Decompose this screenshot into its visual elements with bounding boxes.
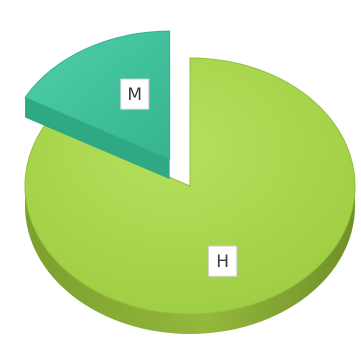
- slice-label-text: H: [216, 252, 229, 272]
- slice-h: [24, 57, 356, 334]
- slice-m-top: [24, 30, 171, 160]
- slice-label-box: [208, 245, 238, 277]
- slice-m-cut-face: [25, 97, 170, 180]
- slice-label-m: M: [120, 78, 150, 110]
- slice-h-top: [24, 57, 356, 315]
- slice-label-text: M: [127, 85, 142, 105]
- slice-label-h: H: [208, 245, 238, 277]
- slice-label-box: [120, 78, 150, 110]
- slice-m: [24, 30, 171, 180]
